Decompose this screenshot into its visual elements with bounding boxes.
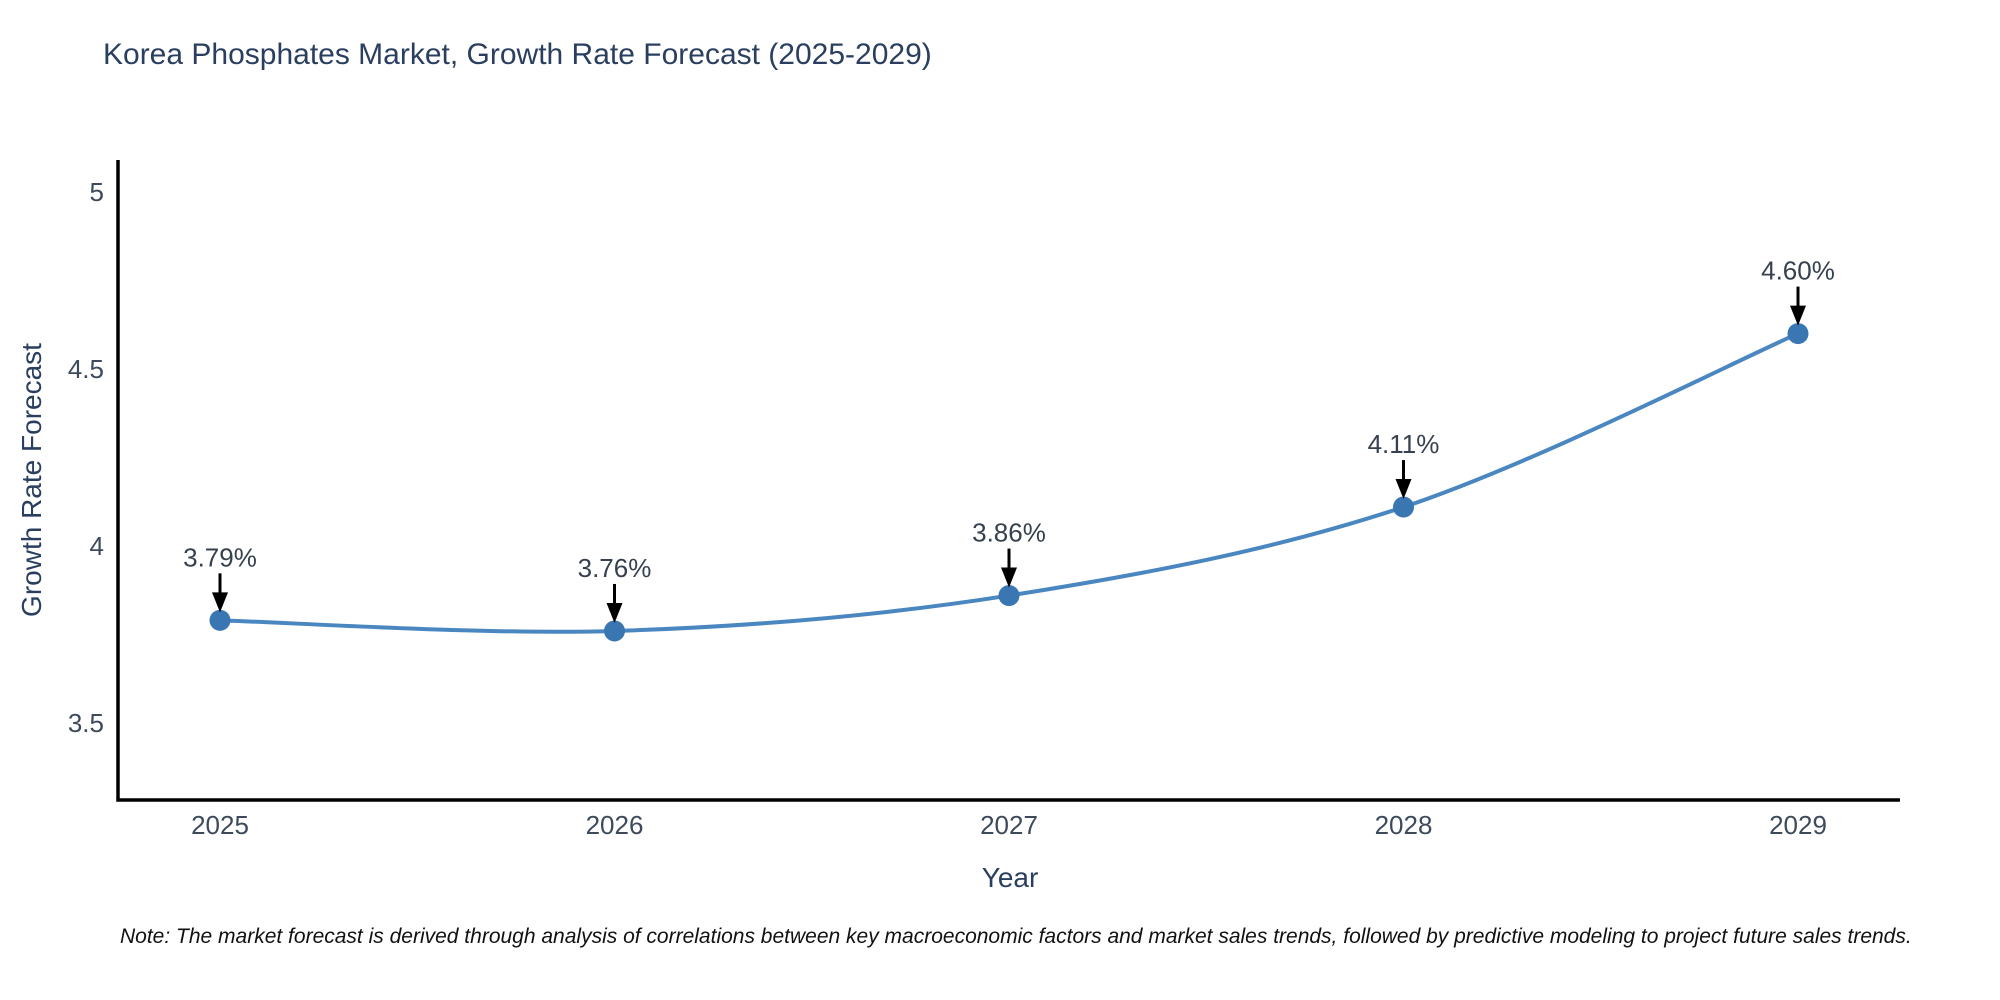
footnote: Note: The market forecast is derived thr… [120, 925, 1912, 948]
data-point-label: 3.79% [183, 542, 257, 572]
annotation-arrowhead [606, 602, 623, 623]
annotation-arrowhead [1395, 479, 1412, 500]
data-point-label: 4.60% [1761, 256, 1835, 286]
y-tick-label: 4.5 [68, 354, 104, 384]
data-point-label: 3.86% [972, 518, 1046, 548]
data-point-label: 3.76% [578, 553, 652, 583]
x-axis-title: Year [981, 862, 1039, 893]
annotation-arrowhead [212, 592, 228, 613]
data-point-marker [604, 620, 625, 642]
x-tick-label: 2025 [191, 810, 249, 840]
y-tick-label: 3.5 [68, 708, 104, 738]
data-point-marker [1787, 323, 1809, 345]
annotation-arrowhead [1001, 567, 1017, 588]
x-tick-label: 2029 [1769, 810, 1827, 840]
axis-lines [116, 160, 1900, 802]
chart-title: Korea Phosphates Market, Growth Rate For… [103, 38, 932, 71]
x-tick-label: 2026 [586, 810, 644, 840]
y-tick-label: 5 [90, 177, 104, 207]
x-tick-label: 2028 [1375, 810, 1433, 840]
data-point-marker [998, 585, 1020, 607]
data-point-marker [209, 609, 231, 631]
data-point-marker [1393, 496, 1414, 518]
x-tick-label: 2027 [980, 810, 1038, 840]
data-point-label: 4.11% [1368, 429, 1440, 459]
y-tick-label: 4 [90, 531, 104, 561]
annotation-arrowhead [1790, 305, 1806, 326]
